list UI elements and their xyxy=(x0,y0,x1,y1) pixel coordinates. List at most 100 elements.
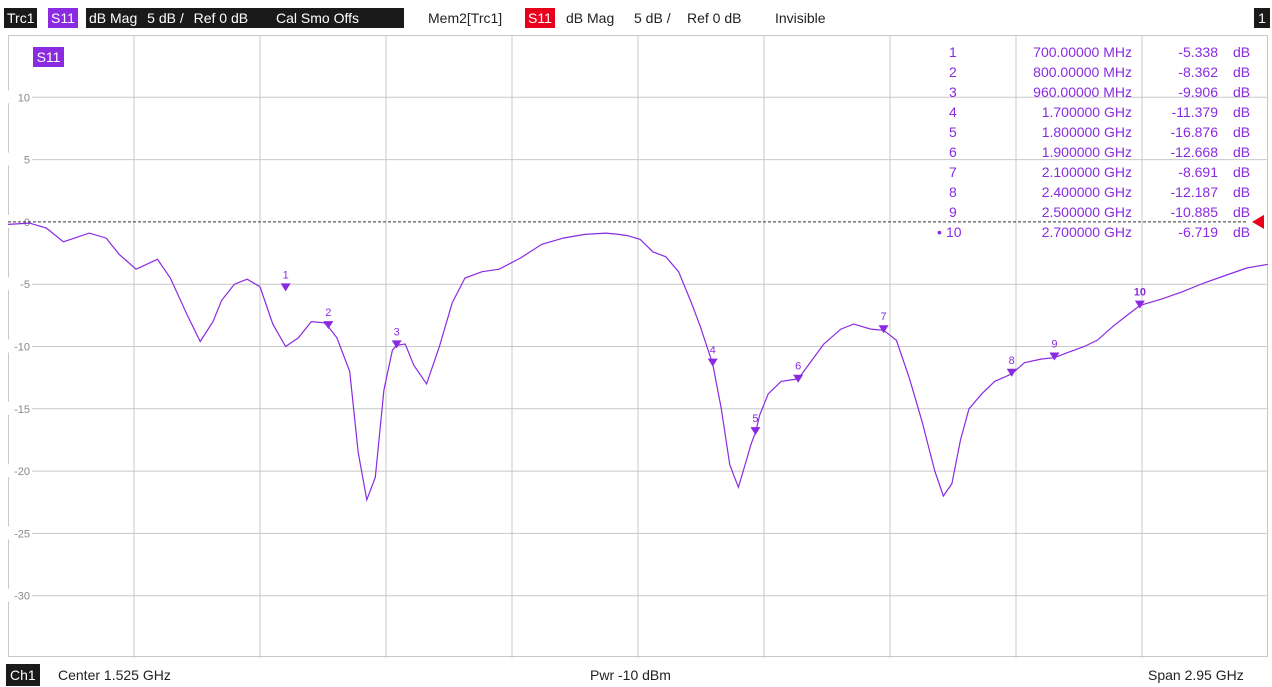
marker-8-icon[interactable] xyxy=(1006,368,1017,377)
marker-table-unit: dB xyxy=(1233,104,1250,120)
y-tick-label: -10 xyxy=(14,342,30,354)
source-power[interactable]: Pwr -10 dBm xyxy=(590,667,671,683)
memory-format: dB Mag xyxy=(566,10,615,26)
marker-table-value: -11.379 xyxy=(1172,104,1219,120)
marker-table-id: 9 xyxy=(949,204,957,220)
marker-9-label: 9 xyxy=(1051,339,1057,351)
y-tick-bg xyxy=(8,526,32,540)
marker-table-unit: dB xyxy=(1233,224,1250,240)
marker-table-frequency: 2.400000 GHz xyxy=(1042,184,1132,200)
marker-table-frequency: 1.900000 GHz xyxy=(1042,144,1132,160)
marker-table-id: 7 xyxy=(949,164,957,180)
marker-table-unit: dB xyxy=(1233,164,1250,180)
marker-table-id: 10 xyxy=(946,224,962,240)
frequency-span[interactable]: Span 2.95 GHz xyxy=(1148,667,1244,683)
marker-5-label: 5 xyxy=(752,413,758,425)
y-tick-bg xyxy=(8,401,32,415)
marker-3-icon[interactable] xyxy=(391,340,402,349)
marker-table-value: -9.906 xyxy=(1178,84,1218,100)
marker-8-label: 8 xyxy=(1009,355,1015,367)
marker-table-unit: dB xyxy=(1233,84,1250,100)
y-tick-bg xyxy=(8,464,32,478)
marker-table-id: 8 xyxy=(949,184,957,200)
marker-table-id: 3 xyxy=(949,84,957,100)
marker-table-value: -8.362 xyxy=(1178,64,1218,80)
marker-9-icon[interactable] xyxy=(1049,352,1060,361)
marker-table-frequency: 800.00000 MHz xyxy=(1033,64,1132,80)
y-tick-label: -20 xyxy=(14,466,30,478)
marker-table-value: -12.668 xyxy=(1171,144,1219,160)
y-tick-label: -30 xyxy=(14,591,30,603)
marker-2-icon[interactable] xyxy=(323,321,334,330)
center-frequency[interactable]: Center 1.525 GHz xyxy=(58,667,171,683)
trace-header-bar: Trc1 S11 dB Mag 5 dB / Ref 0 dB Cal Smo … xyxy=(0,0,1272,36)
y-tick-label: -5 xyxy=(20,279,30,291)
marker-table-value: -10.885 xyxy=(1171,204,1219,220)
marker-4-icon[interactable] xyxy=(707,358,718,367)
marker-table-id: 1 xyxy=(949,44,957,60)
y-tick-bg xyxy=(8,588,32,602)
marker-table-unit: dB xyxy=(1233,144,1250,160)
channel-label[interactable]: Ch1 xyxy=(6,664,40,686)
marker-table-frequency: 2.500000 GHz xyxy=(1042,204,1132,220)
marker-1-label: 1 xyxy=(283,269,289,281)
s11-trace xyxy=(7,222,1269,503)
marker-10-icon[interactable] xyxy=(1134,300,1145,309)
marker-table-id: 2 xyxy=(949,64,957,80)
marker-table-value: -8.691 xyxy=(1178,164,1218,180)
trace-ref: Ref 0 dB xyxy=(193,10,249,26)
marker-table-unit: dB xyxy=(1233,204,1250,220)
memory-scale: 5 dB / xyxy=(634,10,671,26)
marker-table-frequency: 1.800000 GHz xyxy=(1042,124,1132,140)
marker-info-table: 1 700.00000 MHz -5.338 dB 2 800.00000 MHz -8.3… xyxy=(937,44,1250,240)
marker-table-value: -5.338 xyxy=(1178,44,1218,60)
memory-trace-label[interactable]: Mem2[Trc1] xyxy=(428,10,503,26)
marker-table-frequency: 960.00000 MHz xyxy=(1033,84,1132,100)
y-tick-bg xyxy=(8,339,32,353)
marker-table-value: -16.876 xyxy=(1171,124,1219,140)
y-tick-label: 10 xyxy=(18,92,30,104)
y-tick-bg xyxy=(8,277,32,291)
memory-state: Invisible xyxy=(775,10,826,26)
trace-label-trc1[interactable]: Trc1 xyxy=(4,8,38,28)
marker-5-icon[interactable] xyxy=(750,427,761,436)
marker-table-id: 5 xyxy=(949,124,957,140)
marker-6-icon[interactable] xyxy=(793,374,804,383)
marker-table-id: 6 xyxy=(949,144,957,160)
memory-ref: Ref 0 dB xyxy=(687,10,742,26)
marker-3-label: 3 xyxy=(394,326,400,338)
y-tick-bg xyxy=(8,152,32,166)
window-number[interactable]: 1 xyxy=(1254,8,1270,28)
grid xyxy=(8,35,1268,658)
marker-10-label: 10 xyxy=(1134,287,1146,299)
y-tick-label: 5 xyxy=(24,155,30,167)
trace-scale: 5 dB / xyxy=(147,10,184,26)
marker-table-frequency: 2.100000 GHz xyxy=(1042,164,1132,180)
trace-format: dB Mag xyxy=(89,10,138,26)
reference-arrow-icon[interactable] xyxy=(1252,214,1264,229)
trace-parameter-s11[interactable]: S11 xyxy=(48,8,78,28)
memory-parameter-s11[interactable]: S11 xyxy=(525,8,555,28)
active-marker-bullet: • xyxy=(937,224,942,240)
marker-7-label: 7 xyxy=(881,311,887,323)
trace-tag-s11[interactable]: S11 xyxy=(33,47,64,67)
channel-footer: Ch1 Center 1.525 GHz Pwr -10 dBm Span 2.… xyxy=(0,664,1272,686)
marker-table-unit: dB xyxy=(1233,44,1250,60)
marker-table-value: -12.187 xyxy=(1171,184,1219,200)
y-tick-label: -15 xyxy=(14,404,30,416)
marker-7-icon[interactable] xyxy=(878,325,889,334)
trace-tag-label: S11 xyxy=(37,49,61,65)
marker-table-frequency: 2.700000 GHz xyxy=(1042,224,1132,240)
marker-table-unit: dB xyxy=(1233,64,1250,80)
marker-table-value: -6.719 xyxy=(1178,224,1218,240)
y-tick-bg xyxy=(8,90,32,104)
marker-4-label: 4 xyxy=(710,345,716,357)
trace-settings-trc1[interactable]: dB Mag 5 dB / Ref 0 dB Cal Smo Offs xyxy=(86,8,404,28)
y-tick-label: -25 xyxy=(14,528,30,540)
marker-2-label: 2 xyxy=(325,307,331,319)
marker-table-unit: dB xyxy=(1233,124,1250,140)
marker-1-icon[interactable] xyxy=(280,283,291,292)
